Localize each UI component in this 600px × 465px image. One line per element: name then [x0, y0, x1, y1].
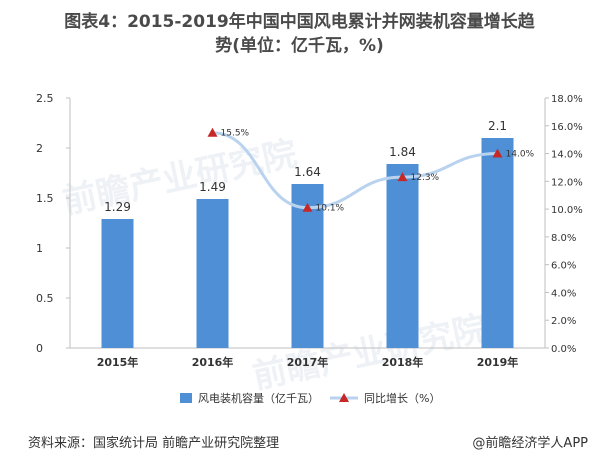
x-tick-label: 2016年	[192, 355, 234, 369]
bar-value-label: 1.84	[389, 145, 416, 159]
bar	[101, 219, 134, 348]
x-tick-label: 2019年	[477, 355, 519, 369]
bar-value-label: 2.1	[488, 119, 507, 133]
chart-title: 图表4：2015-2019年中国中国风电累计并网装机容量增长趋 势(单位：亿千瓦…	[22, 10, 577, 58]
legend-bar-label: 风电装机容量（亿千瓦）	[198, 391, 319, 405]
y-left-tick-label: 1.5	[36, 192, 54, 205]
bar-value-label: 1.64	[294, 165, 321, 179]
y-left-tick-label: 0	[36, 342, 43, 355]
x-tick-label: 2017年	[287, 355, 329, 369]
x-tick-label: 2015年	[97, 355, 139, 369]
y-right-tick-label: 4.0%	[551, 288, 576, 299]
y-right-tick-label: 12.0%	[551, 177, 583, 188]
x-tick-label: 2018年	[382, 355, 424, 369]
bar	[481, 138, 514, 348]
y-left-tick-label: 0.5	[36, 292, 54, 305]
growth-value-label: 15.5%	[221, 129, 250, 139]
legend-line-marker	[339, 393, 349, 402]
growth-point-marker	[492, 148, 503, 158]
growth-point-marker	[207, 127, 218, 137]
growth-value-label: 10.1%	[316, 204, 345, 214]
growth-point-marker	[302, 202, 313, 212]
source-note: 资料来源：国家统计局 前瞻产业研究院整理	[28, 436, 280, 451]
y-right-tick-label: 10.0%	[551, 205, 583, 216]
growth-point-marker	[397, 172, 408, 182]
chart-title-line-1: 图表4：2015-2019年中国中国风电累计并网装机容量增长趋	[64, 12, 535, 32]
growth-series-line	[212, 131, 498, 210]
legend-line-label: 同比增长（%）	[364, 391, 440, 405]
y-right-tick-label: 6.0%	[551, 261, 576, 272]
y-right-tick-label: 0.0%	[551, 344, 576, 355]
y-left-tick-label: 2.5	[36, 92, 54, 105]
bar	[386, 164, 419, 348]
y-right-tick-label: 16.0%	[551, 122, 583, 133]
bar-value-label: 1.29	[104, 200, 131, 214]
growth-value-label: 12.3%	[411, 173, 440, 183]
legend-bar-swatch	[180, 393, 192, 403]
bar-value-label: 1.49	[199, 180, 226, 194]
bar	[196, 199, 229, 348]
chart-title-line-2: 势(单位：亿千瓦，%)	[215, 36, 384, 56]
y-right-tick-label: 18.0%	[551, 94, 583, 105]
y-right-tick-label: 8.0%	[551, 233, 576, 244]
y-right-tick-label: 14.0%	[551, 150, 583, 161]
y-right-tick-label: 2.0%	[551, 316, 576, 327]
growth-value-label: 14.0%	[506, 150, 535, 160]
y-left-tick-label: 1	[36, 242, 43, 255]
brand-credit: @前瞻经济学人APP	[472, 436, 588, 451]
y-left-tick-label: 2	[36, 142, 43, 155]
